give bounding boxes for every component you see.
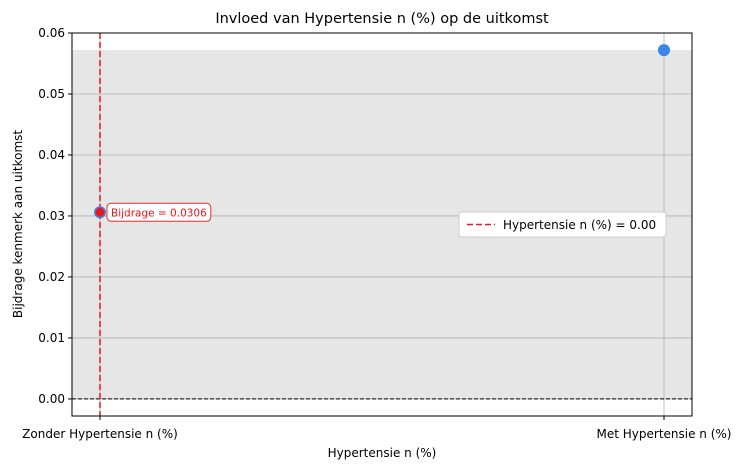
x-tick-label: Met Hypertensie n (%)	[597, 427, 732, 441]
annotation-box	[106, 202, 212, 222]
contribution-annotation: Bijdrage = 0.0306	[106, 202, 212, 222]
x-tick-label: Zonder Hypertensie n (%)	[22, 427, 178, 441]
x-axis: Zonder Hypertensie n (%) Met Hypertensie …	[22, 416, 731, 441]
y-tick-label: 0.02	[38, 270, 65, 284]
chart-title: Invloed van Hypertensie n (%) op de uitk…	[215, 11, 549, 27]
x-axis-title: Hypertensie n (%)	[328, 446, 437, 460]
data-point	[658, 44, 670, 57]
y-axis: 0.00 0.01 0.02 0.03 0.04 0.05 0.06	[38, 26, 72, 406]
plot-frame	[71, 32, 693, 417]
y-tick-label: 0.04	[38, 148, 65, 162]
legend-box	[458, 211, 667, 238]
legend-label: Hypertensie n (%) = 0.00	[503, 218, 656, 232]
data-points	[94, 44, 670, 219]
legend: Hypertensie n (%) = 0.00	[458, 211, 667, 238]
highlight-point	[95, 207, 105, 217]
y-tick-label: 0.05	[38, 87, 65, 101]
y-tick-label: 0.06	[38, 26, 65, 40]
y-axis-title: Bijdrage kenmerk aan uitkomst	[11, 130, 25, 318]
annotation-text: Bijdrage = 0.0306	[111, 207, 207, 219]
y-tick-label: 0.00	[38, 392, 65, 406]
y-tick-label: 0.03	[38, 209, 65, 223]
y-tick-label: 0.01	[38, 331, 65, 345]
